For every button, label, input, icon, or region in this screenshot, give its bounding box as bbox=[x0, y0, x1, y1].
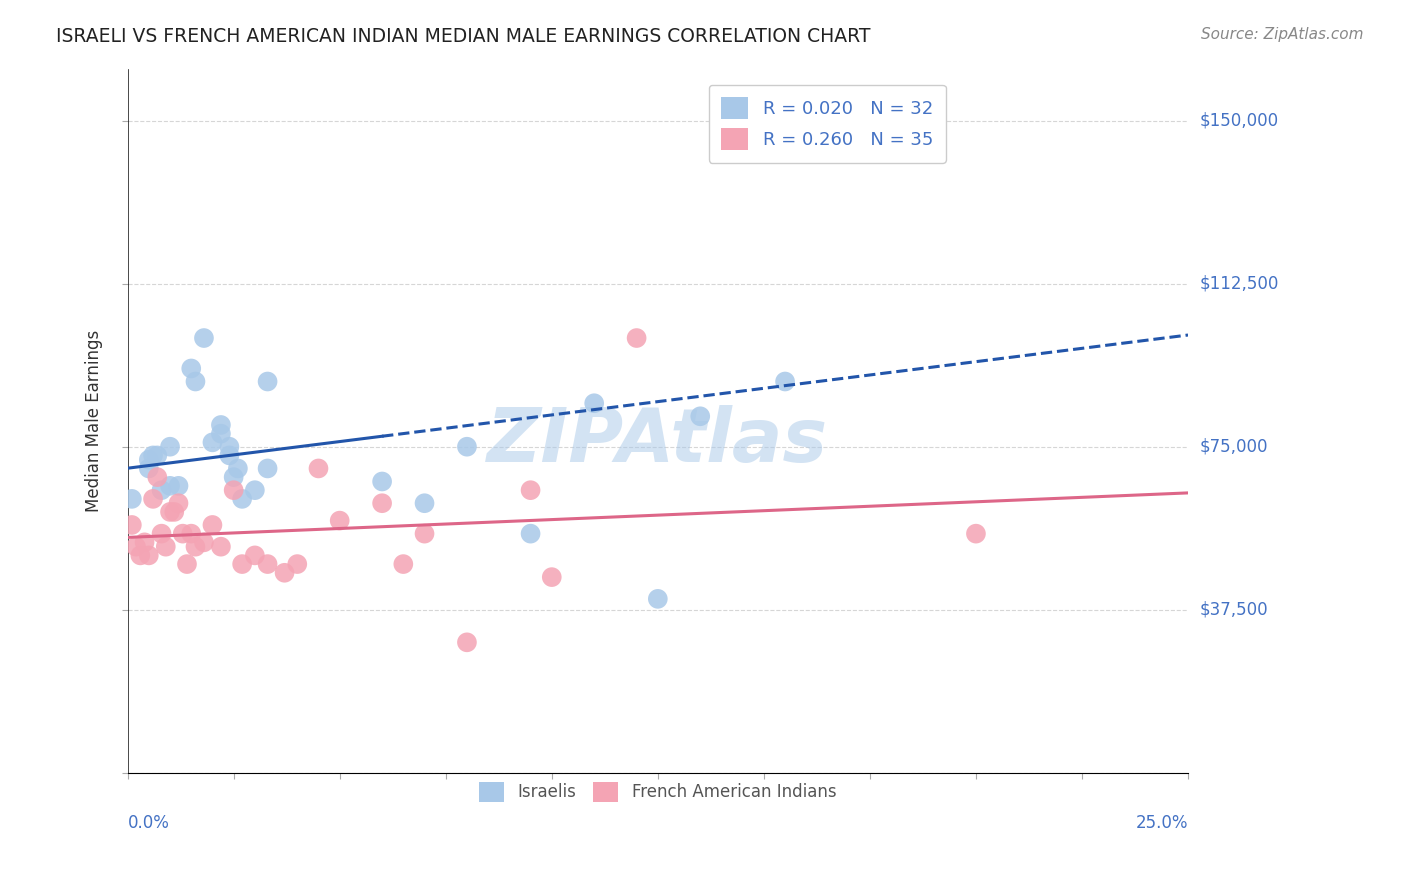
Text: $150,000: $150,000 bbox=[1199, 112, 1278, 129]
Point bbox=[142, 449, 165, 463]
Point bbox=[243, 483, 266, 498]
Point bbox=[167, 496, 190, 510]
Point bbox=[129, 549, 152, 563]
Text: $37,500: $37,500 bbox=[1199, 600, 1268, 619]
Point bbox=[540, 570, 562, 584]
Point bbox=[218, 449, 240, 463]
Point bbox=[150, 526, 173, 541]
Point bbox=[308, 461, 330, 475]
Point bbox=[121, 491, 143, 506]
Text: ZIPAtlas: ZIPAtlas bbox=[488, 405, 828, 478]
Point bbox=[150, 483, 173, 498]
Point bbox=[256, 557, 278, 571]
Point bbox=[146, 449, 169, 463]
Point bbox=[285, 557, 308, 571]
Point bbox=[184, 540, 207, 554]
Point bbox=[209, 417, 232, 432]
Point bbox=[155, 540, 177, 554]
Point bbox=[167, 479, 190, 493]
Point bbox=[163, 505, 186, 519]
Point bbox=[209, 426, 232, 441]
Point bbox=[209, 540, 232, 554]
Point bbox=[222, 483, 245, 498]
Point bbox=[773, 375, 796, 389]
Point bbox=[901, 136, 924, 150]
Text: $75,000: $75,000 bbox=[1199, 438, 1268, 456]
Point bbox=[965, 526, 987, 541]
Point bbox=[138, 549, 160, 563]
Point bbox=[689, 409, 711, 424]
Point bbox=[647, 591, 669, 606]
Point bbox=[231, 557, 253, 571]
Point bbox=[231, 491, 253, 506]
Point bbox=[583, 396, 606, 410]
Text: 25.0%: 25.0% bbox=[1136, 814, 1188, 832]
Point bbox=[371, 475, 394, 489]
Point bbox=[392, 557, 415, 571]
Point bbox=[273, 566, 295, 580]
Point bbox=[172, 526, 194, 541]
Point bbox=[134, 535, 156, 549]
Point bbox=[184, 375, 207, 389]
Point bbox=[329, 514, 352, 528]
Point bbox=[193, 535, 215, 549]
Point bbox=[146, 470, 169, 484]
Point bbox=[138, 461, 160, 475]
Point bbox=[519, 526, 541, 541]
Text: Source: ZipAtlas.com: Source: ZipAtlas.com bbox=[1201, 27, 1364, 42]
Point bbox=[626, 331, 648, 345]
Point bbox=[142, 491, 165, 506]
Point bbox=[256, 375, 278, 389]
Point bbox=[180, 526, 202, 541]
Point bbox=[243, 549, 266, 563]
Point bbox=[222, 470, 245, 484]
Point bbox=[125, 540, 148, 554]
Point bbox=[159, 440, 181, 454]
Legend: Israelis, French American Indians: Israelis, French American Indians bbox=[471, 773, 845, 810]
Point bbox=[519, 483, 541, 498]
Point bbox=[413, 526, 436, 541]
Point bbox=[159, 479, 181, 493]
Point bbox=[193, 331, 215, 345]
Point bbox=[176, 557, 198, 571]
Point bbox=[371, 496, 394, 510]
Point bbox=[456, 440, 478, 454]
Point bbox=[180, 361, 202, 376]
Point bbox=[256, 461, 278, 475]
Text: ISRAELI VS FRENCH AMERICAN INDIAN MEDIAN MALE EARNINGS CORRELATION CHART: ISRAELI VS FRENCH AMERICAN INDIAN MEDIAN… bbox=[56, 27, 870, 45]
Point bbox=[159, 505, 181, 519]
Text: 0.0%: 0.0% bbox=[128, 814, 170, 832]
Point bbox=[121, 518, 143, 533]
Point bbox=[413, 496, 436, 510]
Point bbox=[226, 461, 249, 475]
Point bbox=[201, 435, 224, 450]
Point bbox=[138, 452, 160, 467]
Point bbox=[201, 518, 224, 533]
Point bbox=[218, 440, 240, 454]
Y-axis label: Median Male Earnings: Median Male Earnings bbox=[86, 329, 103, 512]
Point bbox=[456, 635, 478, 649]
Text: $112,500: $112,500 bbox=[1199, 275, 1278, 293]
